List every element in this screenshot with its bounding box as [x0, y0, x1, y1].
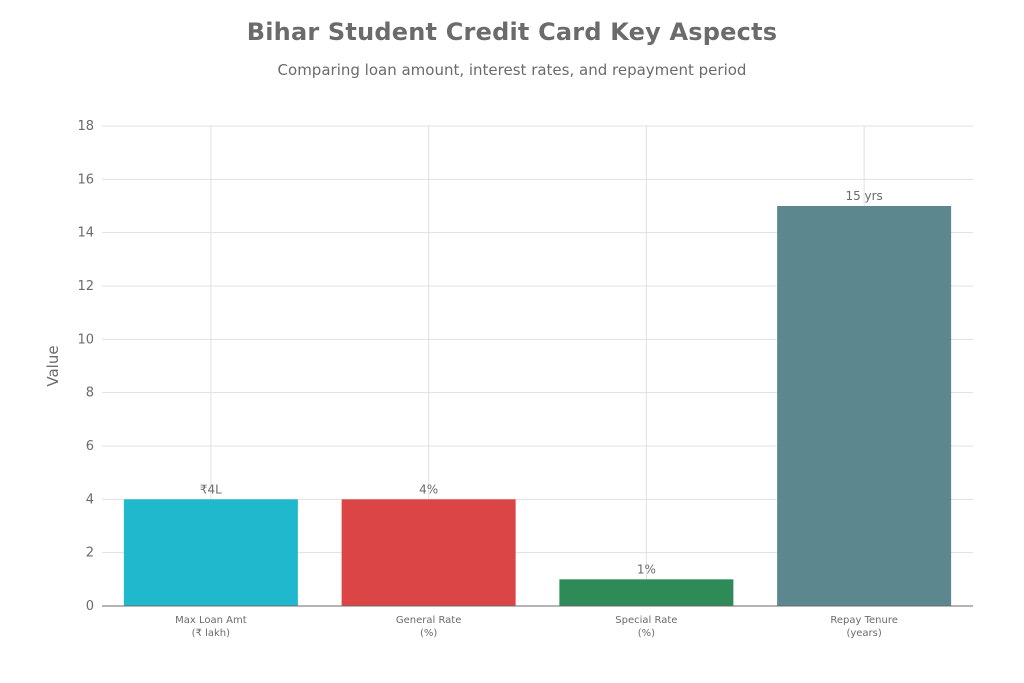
data-label: 1%	[637, 562, 656, 576]
y-tick-label: 14	[77, 226, 94, 241]
bar	[777, 206, 952, 606]
x-tick-label: (%)	[420, 628, 437, 639]
y-tick-label: 18	[77, 119, 94, 134]
x-tick-label: (years)	[846, 628, 881, 639]
chart-title: Bihar Student Credit Card Key Aspects	[246, 18, 778, 46]
bar	[341, 499, 516, 606]
data-label: 4%	[419, 482, 438, 496]
y-tick-label: 6	[86, 439, 94, 454]
y-tick-label: 16	[77, 172, 94, 187]
chart-subtitle: Comparing loan amount, interest rates, a…	[277, 61, 747, 79]
y-tick-label: 4	[86, 492, 94, 507]
bar	[123, 499, 298, 606]
x-tick-label: Max Loan Amt	[175, 615, 247, 626]
y-tick-label: 10	[77, 332, 94, 347]
bar	[559, 579, 734, 606]
x-tick-label: (%)	[638, 628, 655, 639]
data-label: ₹4L	[200, 482, 222, 496]
y-axis-title: Value	[44, 345, 62, 386]
x-tick-label: Repay Tenure	[830, 615, 898, 626]
y-tick-label: 12	[77, 279, 94, 294]
y-tick-label: 0	[86, 599, 94, 614]
x-tick-label: General Rate	[396, 615, 462, 626]
data-label: 15 yrs	[845, 189, 882, 203]
y-tick-label: 8	[86, 386, 94, 401]
y-tick-label: 2	[86, 546, 94, 561]
x-tick-label: Special Rate	[615, 615, 677, 626]
x-tick-label: (₹ lakh)	[192, 628, 230, 639]
